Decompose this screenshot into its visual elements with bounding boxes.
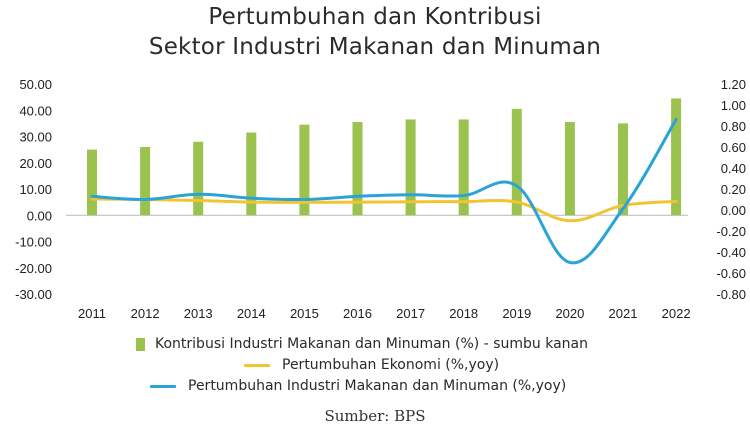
- right-axis-tick: -0.80: [716, 287, 746, 302]
- bar-kontribusi: [671, 98, 682, 216]
- left-axis-tick: 50.00: [19, 77, 52, 92]
- x-axis-tick: 2021: [609, 306, 638, 321]
- legend-swatch-pertumbuhan-ekonomi: [244, 363, 270, 367]
- bar-kontribusi: [405, 119, 416, 216]
- x-axis-tick: 2014: [237, 306, 266, 321]
- left-axis-tick: -20.00: [15, 261, 52, 276]
- x-axis-tick: 2019: [502, 306, 531, 321]
- x-axis-tick: 2020: [555, 306, 584, 321]
- bar-kontribusi: [511, 108, 522, 216]
- left-axis-tick: -10.00: [15, 235, 52, 250]
- legend-label-pertumbuhan-industri: Pertumbuhan Industri Makanan dan Minuman…: [188, 378, 567, 394]
- right-axis-tick: -0.40: [716, 245, 746, 260]
- left-axis-tick: 30.00: [19, 130, 52, 145]
- x-axis-tick: 2012: [131, 306, 160, 321]
- chart-title-line1: Pertumbuhan dan Kontribusi: [208, 4, 542, 30]
- legend-swatch-kontribusi: [136, 337, 145, 351]
- legend-label-kontribusi: Kontribusi Industri Makanan dan Minuman …: [155, 336, 588, 352]
- right-axis-tick: 1.00: [721, 98, 746, 113]
- legend-item-kontribusi: Kontribusi Industri Makanan dan Minuman …: [136, 336, 588, 352]
- x-axis-tick: 2011: [78, 306, 106, 321]
- right-axis-tick: 0.60: [721, 140, 746, 155]
- right-axis-tick: 1.20: [721, 77, 746, 92]
- x-axis-tick: 2018: [449, 306, 478, 321]
- left-axis-tick: 10.00: [19, 182, 52, 197]
- legend-item-pertumbuhan-ekonomi: Pertumbuhan Ekonomi (%,yoy): [244, 357, 499, 373]
- bar-kontribusi: [564, 122, 575, 216]
- right-axis-tick: -0.20: [716, 224, 746, 239]
- bar-kontribusi: [299, 124, 310, 216]
- bar-kontribusi: [458, 119, 469, 216]
- x-axis-tick: 2015: [290, 306, 319, 321]
- right-axis-tick: 0.20: [721, 182, 746, 197]
- x-axis-tick: 2013: [184, 306, 213, 321]
- bar-kontribusi: [352, 122, 363, 216]
- x-axis-tick: 2017: [396, 306, 425, 321]
- bar-kontribusi: [618, 123, 628, 216]
- bar-kontribusi: [193, 141, 204, 216]
- left-axis-tick: -30.00: [15, 287, 52, 302]
- line-pertumbuhan-ekonomi: [90, 197, 678, 223]
- right-axis-tick: 0.00: [721, 203, 746, 218]
- right-axis-tick: 0.40: [721, 161, 746, 176]
- legend-item-pertumbuhan-industri: Pertumbuhan Industri Makanan dan Minuman…: [150, 378, 566, 394]
- line-pertumbuhan-industri: [90, 117, 678, 265]
- right-axis-tick: 0.80: [721, 119, 746, 134]
- right-axis-tick: -0.60: [716, 266, 746, 281]
- bar-kontribusi: [87, 149, 97, 216]
- chart-title-line2: Sektor Industri Makanan dan Minuman: [148, 34, 602, 60]
- legend-label-pertumbuhan-ekonomi: Pertumbuhan Ekonomi (%,yoy): [282, 357, 500, 373]
- left-axis-tick: 0.00: [27, 208, 52, 223]
- source-note: Sumber: BPS: [324, 407, 426, 425]
- bar-kontribusi: [246, 132, 257, 216]
- bar-kontribusi: [140, 147, 151, 216]
- x-axis-tick: 2022: [662, 306, 691, 321]
- legend-swatch-pertumbuhan-industri: [150, 384, 176, 388]
- x-axis-tick: 2016: [343, 306, 372, 321]
- left-axis-tick: 20.00: [19, 156, 52, 171]
- left-axis-tick: 40.00: [19, 103, 52, 118]
